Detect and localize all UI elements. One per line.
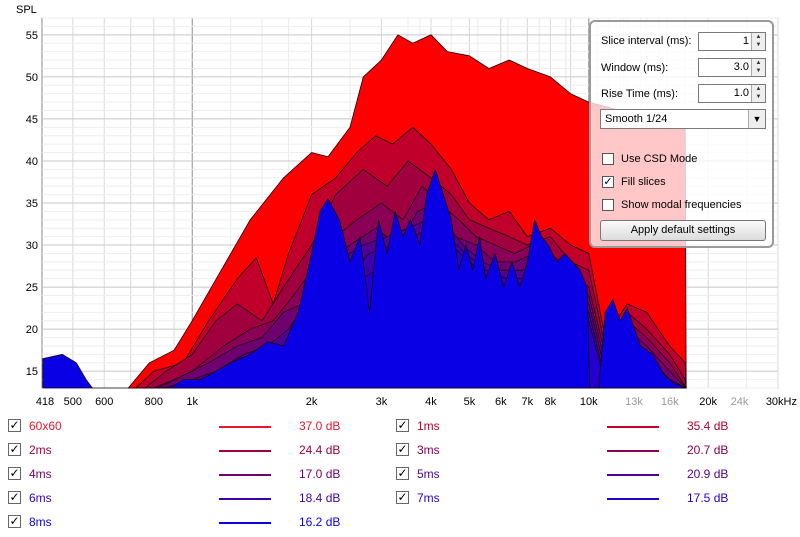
- slice-interval-value: 1: [742, 35, 749, 47]
- x-tick-label: 30kHz: [766, 396, 797, 408]
- series-area-8ms: [42, 169, 687, 389]
- x-tick-label: 6k: [495, 396, 507, 408]
- legend-line: [219, 522, 271, 524]
- spinner-arrows-icon[interactable]: ▲ ▼: [751, 59, 765, 76]
- legend: ✓ 60x60 37.0 dB ✓ 1ms 35.4 dB ✓ 2ms 24.4…: [0, 412, 800, 537]
- rise-time-label: Rise Time (ms):: [601, 88, 678, 100]
- y-tick-label: 45: [26, 114, 38, 126]
- x-tick-label: 2k: [306, 396, 318, 408]
- chevron-down-icon[interactable]: ▼: [748, 110, 765, 128]
- window-label: Window (ms):: [601, 62, 669, 74]
- legend-line: [607, 498, 659, 500]
- y-tick-label: 15: [26, 366, 38, 378]
- legend-name: 5ms: [417, 467, 440, 481]
- smoothing-value: Smooth 1/24: [605, 113, 668, 125]
- y-tick-label: 55: [26, 30, 38, 42]
- legend-value: 17.0 dB: [299, 467, 341, 481]
- legend-checkbox[interactable]: ✓: [396, 466, 409, 480]
- legend-name: 1ms: [417, 419, 440, 433]
- legend-line: [219, 426, 271, 428]
- legend-checkbox[interactable]: ✓: [396, 490, 409, 504]
- rise-time-spinner[interactable]: 1.0 ▲ ▼: [698, 84, 766, 103]
- y-tick-label: 25: [26, 282, 38, 294]
- smoothing-select[interactable]: Smooth 1/24 ▼: [600, 109, 766, 129]
- x-tick-label: 8k: [545, 396, 557, 408]
- x-tick-label: 418: [36, 396, 54, 408]
- legend-name: 2ms: [29, 443, 52, 457]
- y-tick-labels: 15 20 25 30 35 40 45 50 55: [26, 30, 38, 378]
- legend-checkbox[interactable]: ✓: [8, 466, 21, 480]
- legend-line: [219, 498, 271, 500]
- apply-default-settings-button[interactable]: Apply default settings: [600, 220, 766, 241]
- chart-series-areas: [42, 34, 687, 389]
- legend-value: 20.9 dB: [687, 467, 729, 481]
- x-tick-label: 600: [95, 396, 113, 408]
- spinner-arrows-icon[interactable]: ▲ ▼: [751, 33, 765, 50]
- window-spinner[interactable]: 3.0 ▲ ▼: [698, 58, 766, 77]
- legend-line: [607, 426, 659, 428]
- use-csd-checkbox[interactable]: [602, 153, 614, 165]
- legend-value: 35.4 dB: [687, 419, 729, 433]
- use-csd-label: Use CSD Mode: [621, 153, 698, 165]
- x-tick-label: 4k: [425, 396, 437, 408]
- slice-interval-spinner[interactable]: 1 ▲ ▼: [698, 32, 766, 51]
- fill-slices-label: Fill slices: [621, 176, 666, 188]
- y-axis-label: SPL: [16, 4, 37, 16]
- slice-interval-label: Slice interval (ms):: [601, 35, 692, 47]
- legend-line: [219, 450, 271, 452]
- modal-frequencies-label: Show modal frequencies: [621, 199, 742, 211]
- legend-line: [607, 450, 659, 452]
- legend-value: 24.4 dB: [299, 443, 341, 457]
- legend-name: 8ms: [29, 515, 52, 529]
- legend-checkbox[interactable]: ✓: [8, 490, 21, 504]
- x-tick-label: 20k: [699, 396, 717, 408]
- legend-line: [607, 474, 659, 476]
- legend-name: 60x60: [29, 419, 62, 433]
- x-tick-label: 500: [64, 396, 82, 408]
- y-tick-label: 20: [26, 324, 38, 336]
- legend-value: 16.2 dB: [299, 515, 341, 529]
- x-tick-label: 3k: [376, 396, 388, 408]
- legend-checkbox[interactable]: ✓: [396, 442, 409, 456]
- legend-checkbox[interactable]: ✓: [8, 514, 21, 528]
- legend-name: 4ms: [29, 467, 52, 481]
- x-tick-label: 800: [145, 396, 163, 408]
- x-tick-label: 10k: [580, 396, 598, 408]
- y-tick-label: 50: [26, 72, 38, 84]
- legend-checkbox[interactable]: ✓: [396, 418, 409, 432]
- spinner-arrows-icon[interactable]: ▲ ▼: [751, 85, 765, 102]
- legend-value: 37.0 dB: [299, 419, 341, 433]
- legend-checkbox[interactable]: ✓: [8, 418, 21, 432]
- x-tick-label: 16k: [661, 396, 679, 408]
- x-tick-label: 13k: [625, 396, 643, 408]
- x-tick-label: 7k: [522, 396, 534, 408]
- legend-name: 6ms: [29, 491, 52, 505]
- waterfall-settings-panel: Slice interval (ms): 1 ▲ ▼ Window (ms): 3…: [589, 20, 774, 248]
- legend-name: 7ms: [417, 491, 440, 505]
- x-tick-labels: 418 500 600 800 1k 2k 3k 4k 5k 6k 7k 8k 10k 13k 16k 20k…: [36, 396, 797, 408]
- y-tick-label: 35: [26, 198, 38, 210]
- x-tick-label: 24k: [731, 396, 749, 408]
- y-tick-label: 40: [26, 156, 38, 168]
- x-tick-label: 1k: [186, 396, 198, 408]
- legend-line: [219, 474, 271, 476]
- legend-value: 20.7 dB: [687, 443, 729, 457]
- modal-frequencies-checkbox[interactable]: [602, 199, 614, 211]
- legend-value: 18.4 dB: [299, 491, 341, 505]
- legend-name: 3ms: [417, 443, 440, 457]
- rise-time-value: 1.0: [733, 87, 749, 99]
- legend-checkbox[interactable]: ✓: [8, 442, 21, 456]
- fill-slices-checkbox[interactable]: ✓: [602, 176, 614, 188]
- x-tick-label: 5k: [464, 396, 476, 408]
- legend-value: 17.5 dB: [687, 491, 729, 505]
- y-tick-label: 30: [26, 240, 38, 252]
- window-value: 3.0: [733, 61, 749, 73]
